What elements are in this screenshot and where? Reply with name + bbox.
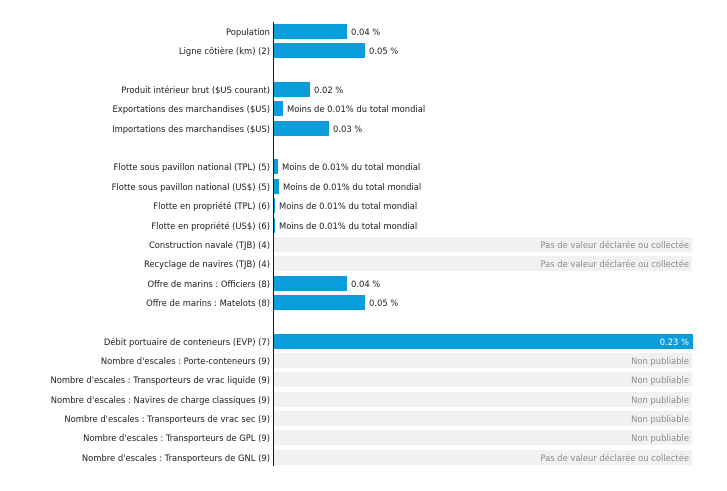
data-bar bbox=[274, 198, 275, 214]
category-label: Exportations des marchandises ($US) bbox=[112, 104, 270, 115]
category-label: Nombre d'escales : Navires de charge cla… bbox=[50, 394, 270, 405]
no-data-band bbox=[274, 372, 692, 388]
data-label: Moins de 0.01% du total mondial bbox=[279, 220, 418, 231]
category-label: Nombre d'escales : Transporteurs de vrac… bbox=[50, 375, 270, 386]
no-data-band bbox=[274, 256, 692, 272]
chart-row: Nombre d'escales : Porte-conteneurs (9) N… bbox=[0, 352, 727, 369]
chart-row: Nombre d'escales : Transporteurs de GPL … bbox=[0, 430, 727, 446]
chart-row: Flotte en propriété (TPL) (6) Moins de 0.… bbox=[0, 198, 727, 214]
no-data-band bbox=[274, 411, 692, 426]
data-bar bbox=[274, 101, 283, 117]
data-label: Moins de 0.01% du total mondial bbox=[283, 181, 422, 192]
data-bar bbox=[274, 333, 693, 349]
category-label: Produit intérieur brut ($US courant) bbox=[121, 85, 270, 96]
category-label: Flotte en propriété (TPL) (6) bbox=[153, 201, 270, 212]
data-label: Moins de 0.01% du total mondial bbox=[282, 162, 421, 173]
data-bar bbox=[274, 159, 278, 175]
chart-row: Débit portuaire de conteneurs (EVP) (7) 0… bbox=[0, 333, 727, 350]
category-label: Importations des marchandises ($US) bbox=[112, 123, 270, 134]
data-bar bbox=[274, 178, 279, 194]
category-label: Recyclage de navires (TJB) (4) bbox=[143, 259, 270, 270]
data-label: 0.05 % bbox=[369, 297, 399, 308]
no-data-band bbox=[274, 430, 692, 446]
chart-row: Importations des marchandises ($US) 0.03 … bbox=[0, 120, 727, 137]
status-label: Non publiable bbox=[631, 394, 689, 405]
no-data-band bbox=[274, 236, 692, 252]
category-label: Population bbox=[225, 27, 270, 37]
data-label: Moins de 0.01% du total mondial bbox=[287, 104, 426, 115]
category-label: Offre de marins : Officiers (8) bbox=[147, 278, 270, 289]
category-label: Débit portuaire de conteneurs (EVP) (7) bbox=[103, 336, 270, 347]
chart-row: Population 0.04 % bbox=[0, 24, 727, 40]
chart-row: Flotte sous pavillon national (US$) (5) M… bbox=[0, 178, 727, 195]
status-label: Pas de valeur déclarée ou collectée bbox=[540, 239, 689, 250]
category-label: Nombre d'escales : Transporteurs de GNL … bbox=[81, 452, 270, 463]
chart-row: Ligne côtière (km) (2) 0.05 % bbox=[0, 43, 727, 59]
chart-row: Nombre d'escales : Transporteurs de vrac… bbox=[0, 411, 727, 427]
data-bar bbox=[274, 294, 365, 310]
status-label: Non publiable bbox=[631, 433, 689, 444]
chart-row: Nombre d'escales : Transporteurs de GNL … bbox=[0, 449, 727, 466]
data-label: 0.04 % bbox=[351, 278, 381, 289]
category-label: Nombre d'escales : Transporteurs de GPL … bbox=[83, 433, 270, 444]
data-bar bbox=[274, 43, 365, 59]
data-label: 0.02 % bbox=[314, 85, 344, 96]
category-label: Construction navale (TJB) (4) bbox=[148, 239, 270, 250]
data-label: 0.05 % bbox=[369, 46, 399, 57]
data-label: 0.03 % bbox=[333, 123, 363, 134]
data-label: 0.23 % bbox=[659, 336, 689, 347]
chart-row: Offre de marins : Officiers (8) 0.04 % bbox=[0, 275, 727, 292]
chart-row: Flotte en propriété (US$) (6) Moins de 0.… bbox=[0, 217, 727, 234]
category-label: Flotte en propriété (US$) (6) bbox=[151, 220, 270, 231]
status-label: Pas de valeur déclarée ou collectée bbox=[540, 259, 689, 270]
chart-row: Construction navale (TJB) (4) Pas de vale… bbox=[0, 236, 727, 253]
category-label: Flotte sous pavillon national (TPL) (5) bbox=[113, 162, 270, 173]
data-bar bbox=[274, 275, 347, 291]
data-label: 0.04 % bbox=[351, 27, 381, 37]
chart-row: Exportations des marchandises ($US) Moins… bbox=[0, 101, 727, 117]
data-bar bbox=[274, 82, 310, 98]
data-label: Moins de 0.01% du total mondial bbox=[279, 201, 418, 212]
data-bar bbox=[274, 217, 275, 233]
category-label: Nombre d'escales : Porte-conteneurs (9) bbox=[100, 355, 270, 366]
chart-row: Nombre d'escales : Transporteurs de vrac… bbox=[0, 372, 727, 388]
status-label: Non publiable bbox=[631, 375, 689, 386]
data-bar bbox=[274, 24, 347, 39]
category-label: Nombre d'escales : Transporteurs de vrac… bbox=[64, 414, 270, 424]
chart-row: Nombre d'escales : Navires de charge cla… bbox=[0, 391, 727, 408]
no-data-band bbox=[274, 449, 692, 465]
status-label: Pas de valeur déclarée ou collectée bbox=[540, 452, 689, 463]
chart-row: Offre de marins : Matelots (8) 0.05 % bbox=[0, 294, 727, 311]
category-label: Offre de marins : Matelots (8) bbox=[146, 297, 270, 308]
data-bar bbox=[274, 120, 329, 136]
category-label: Ligne côtière (km) (2) bbox=[178, 46, 270, 57]
no-data-band bbox=[274, 391, 692, 407]
chart-row: Recyclage de navires (TJB) (4) Pas de val… bbox=[0, 256, 727, 272]
category-label: Flotte sous pavillon national (US$) (5) bbox=[111, 181, 270, 192]
category-axis-line bbox=[273, 22, 274, 466]
chart-row: Flotte sous pavillon national (TPL) (5) M… bbox=[0, 159, 727, 175]
chart-row: Produit intérieur brut ($US courant) 0.02… bbox=[0, 82, 727, 98]
no-data-band bbox=[274, 352, 692, 368]
status-label: Non publiable bbox=[631, 355, 689, 366]
status-label: Non publiable bbox=[631, 414, 689, 424]
